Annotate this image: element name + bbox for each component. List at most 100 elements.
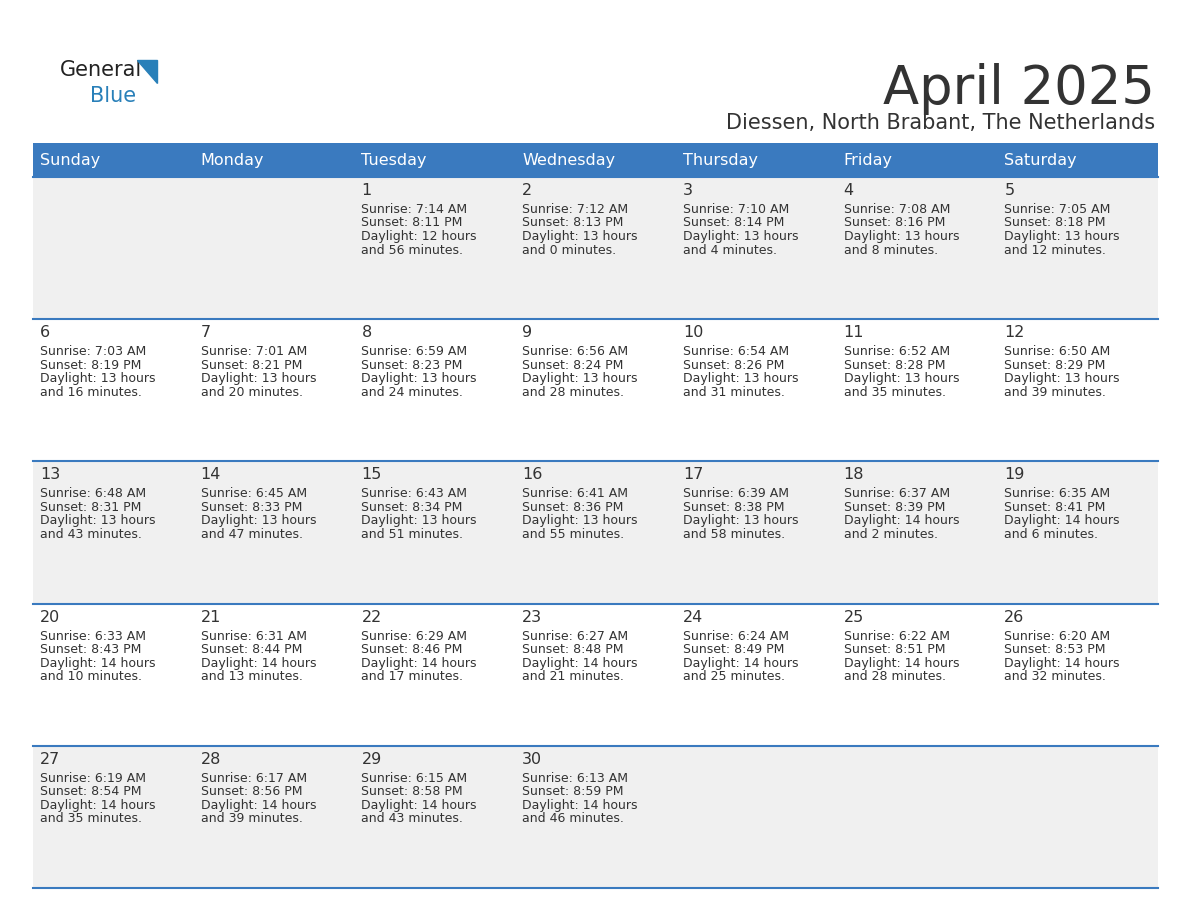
Text: and 20 minutes.: and 20 minutes.	[201, 386, 303, 398]
Text: Sunrise: 6:39 AM: Sunrise: 6:39 AM	[683, 487, 789, 500]
Bar	[33, 319, 1158, 462]
Text: Sunrise: 6:37 AM: Sunrise: 6:37 AM	[843, 487, 949, 500]
Text: and 16 minutes.: and 16 minutes.	[40, 386, 141, 398]
Text: Sunrise: 6:17 AM: Sunrise: 6:17 AM	[201, 772, 307, 785]
Text: Sunset: 8:26 PM: Sunset: 8:26 PM	[683, 359, 784, 372]
Text: 15: 15	[361, 467, 381, 482]
Text: and 35 minutes.: and 35 minutes.	[843, 386, 946, 398]
Text: Sunrise: 7:14 AM: Sunrise: 7:14 AM	[361, 203, 468, 216]
Text: Sunset: 8:31 PM: Sunset: 8:31 PM	[40, 501, 141, 514]
Text: Daylight: 13 hours: Daylight: 13 hours	[201, 514, 316, 528]
Text: Daylight: 14 hours: Daylight: 14 hours	[843, 514, 959, 528]
Text: Daylight: 14 hours: Daylight: 14 hours	[843, 656, 959, 669]
Text: and 56 minutes.: and 56 minutes.	[361, 243, 463, 256]
Text: General: General	[61, 60, 143, 80]
Text: Daylight: 13 hours: Daylight: 13 hours	[683, 514, 798, 528]
Text: 21: 21	[201, 610, 221, 624]
Text: 23: 23	[523, 610, 542, 624]
Text: Daylight: 13 hours: Daylight: 13 hours	[683, 372, 798, 386]
Text: 26: 26	[1004, 610, 1024, 624]
Text: Sunrise: 6:52 AM: Sunrise: 6:52 AM	[843, 345, 949, 358]
Text: Sunset: 8:21 PM: Sunset: 8:21 PM	[201, 359, 302, 372]
Text: Daylight: 13 hours: Daylight: 13 hours	[40, 372, 156, 386]
Text: Sunset: 8:38 PM: Sunset: 8:38 PM	[683, 501, 784, 514]
Text: 6: 6	[40, 325, 50, 341]
Text: Sunrise: 6:22 AM: Sunrise: 6:22 AM	[843, 630, 949, 643]
Text: Sunset: 8:23 PM: Sunset: 8:23 PM	[361, 359, 463, 372]
Text: Sunset: 8:24 PM: Sunset: 8:24 PM	[523, 359, 624, 372]
Text: Daylight: 14 hours: Daylight: 14 hours	[1004, 656, 1120, 669]
Bar	[33, 143, 194, 177]
Text: Daylight: 13 hours: Daylight: 13 hours	[361, 372, 476, 386]
Text: and 39 minutes.: and 39 minutes.	[1004, 386, 1106, 398]
Text: 2: 2	[523, 183, 532, 198]
Text: 18: 18	[843, 467, 864, 482]
Text: Sunrise: 7:05 AM: Sunrise: 7:05 AM	[1004, 203, 1111, 216]
Text: Sunset: 8:33 PM: Sunset: 8:33 PM	[201, 501, 302, 514]
Text: 10: 10	[683, 325, 703, 341]
Text: Sunset: 8:28 PM: Sunset: 8:28 PM	[843, 359, 946, 372]
Text: 8: 8	[361, 325, 372, 341]
Text: 27: 27	[40, 752, 61, 767]
Text: Sunrise: 7:08 AM: Sunrise: 7:08 AM	[843, 203, 950, 216]
Text: Sunrise: 6:33 AM: Sunrise: 6:33 AM	[40, 630, 146, 643]
Text: Sunset: 8:43 PM: Sunset: 8:43 PM	[40, 644, 141, 656]
Text: Daylight: 13 hours: Daylight: 13 hours	[1004, 230, 1120, 243]
Text: Sunrise: 6:50 AM: Sunrise: 6:50 AM	[1004, 345, 1111, 358]
Text: 24: 24	[683, 610, 703, 624]
Bar	[33, 604, 1158, 745]
Text: Sunset: 8:14 PM: Sunset: 8:14 PM	[683, 217, 784, 230]
Text: Sunset: 8:34 PM: Sunset: 8:34 PM	[361, 501, 463, 514]
Text: Sunset: 8:39 PM: Sunset: 8:39 PM	[843, 501, 944, 514]
Text: and 21 minutes.: and 21 minutes.	[523, 670, 624, 683]
Text: Sunset: 8:13 PM: Sunset: 8:13 PM	[523, 217, 624, 230]
Text: Sunset: 8:41 PM: Sunset: 8:41 PM	[1004, 501, 1106, 514]
Text: and 25 minutes.: and 25 minutes.	[683, 670, 785, 683]
Text: Sunrise: 6:41 AM: Sunrise: 6:41 AM	[523, 487, 628, 500]
Bar	[194, 143, 354, 177]
Bar	[676, 143, 836, 177]
Text: 9: 9	[523, 325, 532, 341]
Text: Sunrise: 6:27 AM: Sunrise: 6:27 AM	[523, 630, 628, 643]
Text: Daylight: 14 hours: Daylight: 14 hours	[523, 799, 638, 812]
Text: 13: 13	[40, 467, 61, 482]
Bar	[354, 143, 516, 177]
Text: Blue: Blue	[90, 86, 137, 106]
Text: Sunrise: 6:45 AM: Sunrise: 6:45 AM	[201, 487, 307, 500]
Text: Daylight: 14 hours: Daylight: 14 hours	[361, 656, 476, 669]
Text: Sunrise: 7:01 AM: Sunrise: 7:01 AM	[201, 345, 307, 358]
Text: Sunset: 8:54 PM: Sunset: 8:54 PM	[40, 785, 141, 799]
Text: Sunrise: 6:48 AM: Sunrise: 6:48 AM	[40, 487, 146, 500]
Text: and 31 minutes.: and 31 minutes.	[683, 386, 785, 398]
Text: Sunset: 8:18 PM: Sunset: 8:18 PM	[1004, 217, 1106, 230]
Text: 22: 22	[361, 610, 381, 624]
Text: and 35 minutes.: and 35 minutes.	[40, 812, 143, 825]
Text: Daylight: 14 hours: Daylight: 14 hours	[1004, 514, 1120, 528]
Text: Sunrise: 6:35 AM: Sunrise: 6:35 AM	[1004, 487, 1111, 500]
Text: Daylight: 12 hours: Daylight: 12 hours	[361, 230, 476, 243]
Bar	[33, 745, 1158, 888]
Text: 14: 14	[201, 467, 221, 482]
Polygon shape	[137, 60, 157, 83]
Text: Sunset: 8:53 PM: Sunset: 8:53 PM	[1004, 644, 1106, 656]
Text: 7: 7	[201, 325, 210, 341]
Text: and 43 minutes.: and 43 minutes.	[40, 528, 141, 541]
Text: Daylight: 14 hours: Daylight: 14 hours	[201, 799, 316, 812]
Text: 4: 4	[843, 183, 854, 198]
Bar	[33, 177, 1158, 319]
Text: Sunrise: 6:29 AM: Sunrise: 6:29 AM	[361, 630, 467, 643]
Text: Daylight: 14 hours: Daylight: 14 hours	[40, 656, 156, 669]
Text: Sunrise: 6:31 AM: Sunrise: 6:31 AM	[201, 630, 307, 643]
Text: and 46 minutes.: and 46 minutes.	[523, 812, 624, 825]
Text: and 58 minutes.: and 58 minutes.	[683, 528, 785, 541]
Text: and 43 minutes.: and 43 minutes.	[361, 812, 463, 825]
Text: 29: 29	[361, 752, 381, 767]
Text: Saturday: Saturday	[1004, 152, 1076, 167]
Text: Sunrise: 6:20 AM: Sunrise: 6:20 AM	[1004, 630, 1111, 643]
Text: Sunset: 8:58 PM: Sunset: 8:58 PM	[361, 785, 463, 799]
Text: and 12 minutes.: and 12 minutes.	[1004, 243, 1106, 256]
Text: Monday: Monday	[201, 152, 264, 167]
Text: Daylight: 13 hours: Daylight: 13 hours	[843, 372, 959, 386]
Text: Sunset: 8:44 PM: Sunset: 8:44 PM	[201, 644, 302, 656]
Text: Daylight: 14 hours: Daylight: 14 hours	[523, 656, 638, 669]
